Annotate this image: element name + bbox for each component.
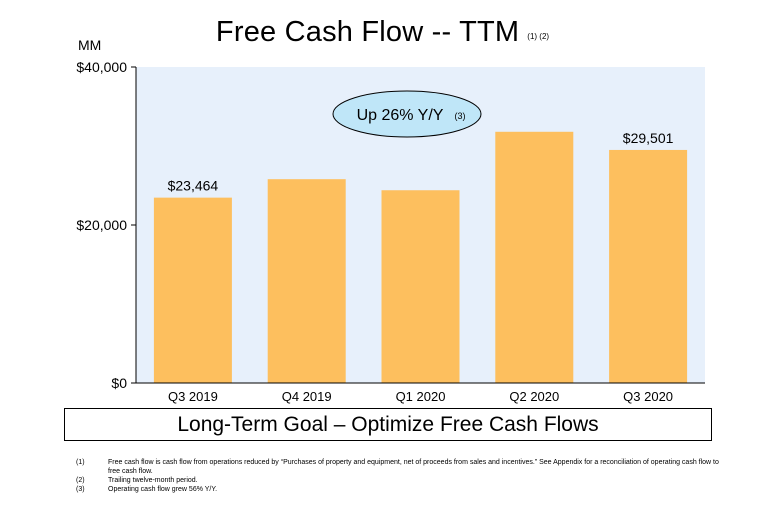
x-tick-label: Q1 2020 bbox=[396, 389, 446, 404]
chart-title-wrap: Free Cash Flow -- TTM (1) (2) bbox=[0, 16, 765, 49]
footnotes: (1) Free cash flow is cash flow from oper… bbox=[76, 458, 726, 494]
callout-ellipse bbox=[332, 90, 482, 138]
bar bbox=[267, 179, 346, 383]
footnote-row: (2) Trailing twelve-month period. bbox=[76, 476, 726, 485]
bar bbox=[609, 149, 688, 383]
callout-ref: (3) bbox=[455, 111, 466, 121]
footnote-text: Trailing twelve-month period. bbox=[108, 477, 198, 484]
data-label: $29,501 bbox=[623, 130, 674, 146]
goal-banner: Long-Term Goal – Optimize Free Cash Flow… bbox=[64, 408, 712, 441]
footnote-number: (3) bbox=[76, 486, 85, 493]
y-tick-label: $20,000 bbox=[76, 217, 127, 233]
footnote-row: (3) Operating cash flow grew 56% Y/Y. bbox=[76, 485, 726, 494]
chart-title: Free Cash Flow -- TTM bbox=[215, 16, 520, 48]
callout-text: Up 26% Y/Y bbox=[357, 107, 444, 124]
data-label: $23,464 bbox=[168, 178, 219, 194]
footnote-row: (1) Free cash flow is cash flow from oper… bbox=[76, 458, 726, 476]
footnote-text: Free cash flow is cash flow from operati… bbox=[108, 459, 719, 475]
x-tick-label: Q2 2020 bbox=[509, 389, 559, 404]
x-tick-label: Q3 2020 bbox=[623, 389, 673, 404]
footnote-number: (1) bbox=[76, 459, 85, 466]
x-tick-label: Q3 2019 bbox=[168, 389, 218, 404]
bar bbox=[495, 131, 574, 383]
footnote-text: Operating cash flow grew 56% Y/Y. bbox=[108, 486, 218, 493]
x-tick-label: Q4 2019 bbox=[282, 389, 332, 404]
bar bbox=[381, 190, 460, 383]
footnote-number: (2) bbox=[76, 477, 85, 484]
title-footnote-refs: (1) (2) bbox=[527, 32, 550, 42]
unit-label: MM bbox=[78, 37, 102, 53]
bar bbox=[153, 197, 232, 383]
y-tick-label: $0 bbox=[111, 375, 127, 391]
y-tick-label: $40,000 bbox=[76, 59, 127, 75]
